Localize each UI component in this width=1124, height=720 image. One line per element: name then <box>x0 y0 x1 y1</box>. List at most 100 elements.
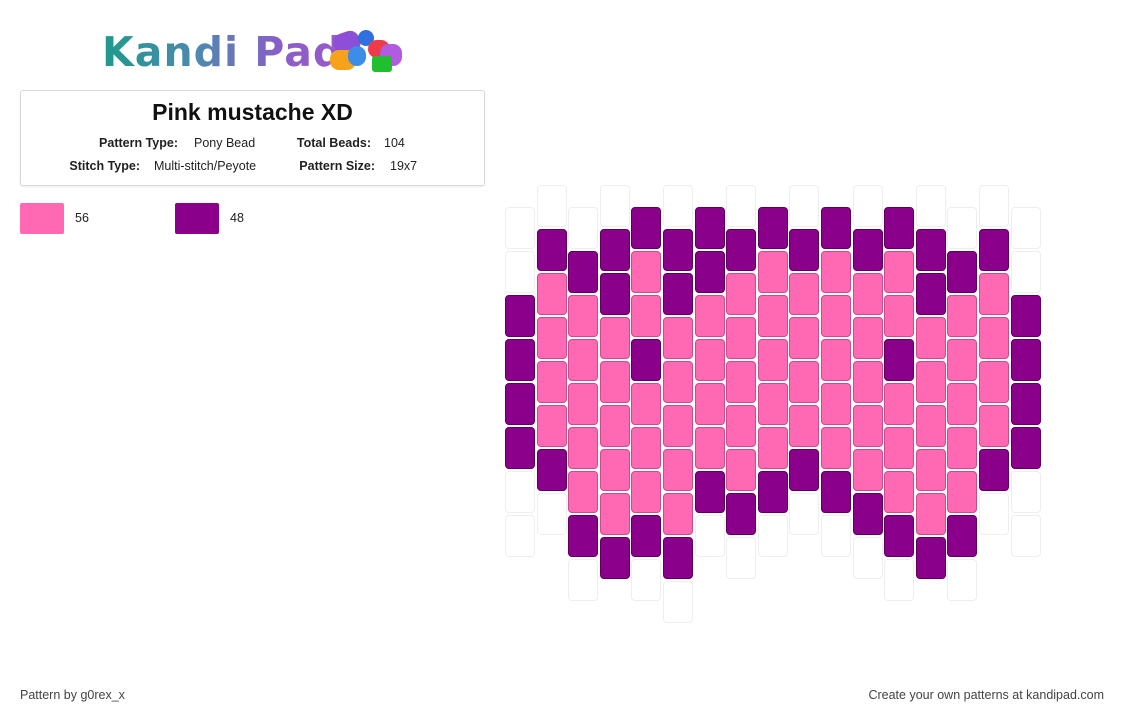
bead-pink <box>916 493 946 535</box>
bead-purple <box>600 537 630 579</box>
bead-purple <box>947 515 977 557</box>
bead-pink <box>663 361 693 403</box>
kandipad-promo-link[interactable]: Create your own patterns at kandipad.com <box>868 688 1104 702</box>
bead-purple <box>1011 427 1041 469</box>
pattern-title: Pink mustache XD <box>152 99 353 125</box>
bead-empty <box>695 515 725 557</box>
bead-empty <box>789 493 819 535</box>
bead-empty <box>821 515 851 557</box>
bead-pink <box>568 295 598 337</box>
bead-empty <box>853 537 883 579</box>
bead-pink <box>916 361 946 403</box>
bead-pink <box>916 317 946 359</box>
logo-text: Kandi Pad <box>102 28 344 76</box>
color-count-purple: 48 <box>230 211 244 225</box>
bead-purple <box>884 207 914 249</box>
color-swatch-purple <box>175 203 219 234</box>
bead-pink <box>979 273 1009 315</box>
bead-pink <box>947 471 977 513</box>
pattern-info-card: Pink mustache XD Pattern Type: Pony Bead… <box>20 90 485 186</box>
bead-purple <box>853 229 883 271</box>
bead-pink <box>789 405 819 447</box>
bead-pink <box>853 273 883 315</box>
bead-pink <box>663 449 693 491</box>
bead-pink <box>789 317 819 359</box>
bead-purple <box>695 471 725 513</box>
bead-pink <box>758 339 788 381</box>
bead-empty <box>505 515 535 557</box>
bead-empty <box>1011 471 1041 513</box>
bead-empty <box>505 471 535 513</box>
bead-pink <box>853 449 883 491</box>
bead-pink <box>916 449 946 491</box>
pattern-type-value: Pony Bead <box>194 136 256 150</box>
bead-purple <box>663 537 693 579</box>
bead-pink <box>695 339 725 381</box>
bead-pink <box>600 405 630 447</box>
pattern-size-value: 19x7 <box>390 159 418 173</box>
bead-empty <box>663 581 693 623</box>
bead-purple <box>789 229 819 271</box>
bead-pink <box>979 405 1009 447</box>
bead-purple <box>1011 295 1041 337</box>
bead-pink <box>631 427 661 469</box>
beads-logo-icon <box>328 28 404 74</box>
bead-pink <box>631 471 661 513</box>
bead-pink <box>821 383 851 425</box>
bead-purple <box>505 295 535 337</box>
bead-pink <box>726 361 756 403</box>
bead-pink <box>726 449 756 491</box>
total-beads-value: 104 <box>384 136 405 150</box>
bead-empty <box>726 537 756 579</box>
bead-empty <box>979 493 1009 535</box>
bead-pink <box>789 273 819 315</box>
kandi-pad-logo[interactable]: Kandi Pad <box>100 26 410 76</box>
bead-empty <box>789 185 819 227</box>
bead-pink <box>631 251 661 293</box>
bead-pink <box>884 251 914 293</box>
bead-purple <box>631 515 661 557</box>
bead-pink <box>758 383 788 425</box>
bead-purple <box>789 449 819 491</box>
bead-purple <box>505 427 535 469</box>
bead-pink <box>600 361 630 403</box>
bead-purple <box>600 273 630 315</box>
bead-purple <box>853 493 883 535</box>
bead-pink <box>947 427 977 469</box>
bead-purple <box>916 229 946 271</box>
bead-pink <box>726 405 756 447</box>
bead-purple <box>695 251 725 293</box>
bead-pink <box>663 317 693 359</box>
bead-purple <box>537 229 567 271</box>
bead-pink <box>568 471 598 513</box>
bead-pink <box>663 493 693 535</box>
total-beads-label: Total Beads: <box>296 136 371 150</box>
bead-pink <box>884 383 914 425</box>
bead-purple <box>1011 339 1041 381</box>
bead-pink <box>568 383 598 425</box>
bead-empty <box>726 185 756 227</box>
bead-pink <box>537 273 567 315</box>
bead-pink <box>568 427 598 469</box>
bead-pink <box>537 405 567 447</box>
color-count-pink: 56 <box>75 211 89 225</box>
bead-pink <box>884 471 914 513</box>
bead-empty <box>568 559 598 601</box>
bead-purple <box>537 449 567 491</box>
bead-pink <box>853 405 883 447</box>
bead-purple <box>631 207 661 249</box>
bead-purple <box>947 251 977 293</box>
bead-pink <box>758 427 788 469</box>
bead-empty <box>1011 207 1041 249</box>
bead-purple <box>979 449 1009 491</box>
bead-pink <box>726 317 756 359</box>
bead-pink <box>979 361 1009 403</box>
bead-pink <box>758 295 788 337</box>
bead-pink <box>947 295 977 337</box>
bead-purple <box>568 515 598 557</box>
color-swatch-pink <box>20 203 64 234</box>
bead-pink <box>758 251 788 293</box>
bead-empty <box>947 207 977 249</box>
bead-purple <box>884 515 914 557</box>
bead-purple <box>916 273 946 315</box>
